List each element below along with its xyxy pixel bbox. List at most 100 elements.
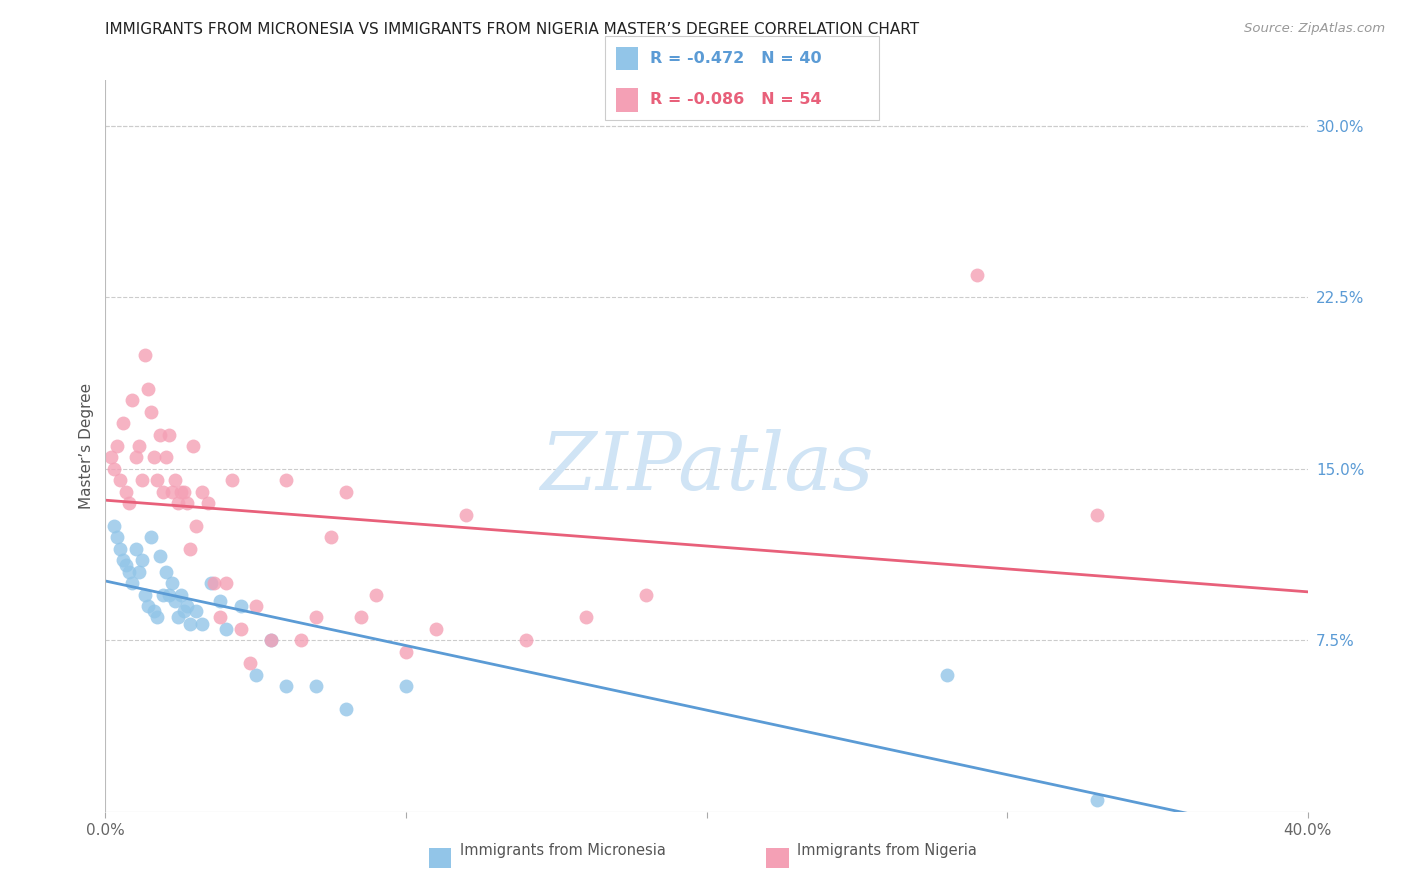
Point bbox=[190, 484, 212, 499]
Point bbox=[425, 622, 447, 636]
Point bbox=[515, 633, 537, 648]
Point bbox=[134, 588, 156, 602]
Point bbox=[454, 508, 477, 522]
Point bbox=[350, 610, 373, 624]
Point bbox=[155, 565, 177, 579]
Point bbox=[305, 679, 328, 693]
Point bbox=[136, 599, 159, 613]
Point bbox=[152, 588, 174, 602]
Point bbox=[260, 633, 283, 648]
Point bbox=[395, 679, 418, 693]
Point bbox=[173, 603, 195, 617]
Point bbox=[221, 473, 243, 487]
Point bbox=[121, 576, 143, 591]
Point bbox=[1085, 793, 1108, 807]
Point bbox=[145, 610, 167, 624]
Point bbox=[131, 553, 153, 567]
Point bbox=[936, 667, 959, 681]
Point bbox=[200, 576, 222, 591]
Point bbox=[335, 484, 357, 499]
Point bbox=[190, 617, 212, 632]
Point bbox=[181, 439, 204, 453]
Point bbox=[305, 610, 328, 624]
Point bbox=[260, 633, 283, 648]
Point bbox=[173, 484, 195, 499]
Point bbox=[103, 519, 125, 533]
Point bbox=[245, 599, 267, 613]
Point bbox=[214, 576, 236, 591]
Point bbox=[139, 530, 162, 544]
Point bbox=[395, 645, 418, 659]
Text: ZIPatlas: ZIPatlas bbox=[540, 429, 873, 507]
Point bbox=[107, 439, 129, 453]
Text: Source: ZipAtlas.com: Source: ZipAtlas.com bbox=[1244, 22, 1385, 36]
Point bbox=[142, 450, 165, 465]
Point bbox=[124, 541, 146, 556]
Point bbox=[208, 610, 231, 624]
Text: R = -0.086   N = 54: R = -0.086 N = 54 bbox=[650, 92, 821, 107]
Text: Immigrants from Nigeria: Immigrants from Nigeria bbox=[797, 844, 977, 858]
Point bbox=[118, 565, 141, 579]
Text: R = -0.472   N = 40: R = -0.472 N = 40 bbox=[650, 51, 821, 66]
Point bbox=[124, 450, 146, 465]
Point bbox=[290, 633, 312, 648]
Point bbox=[169, 588, 191, 602]
Point bbox=[208, 594, 231, 608]
Point bbox=[274, 473, 297, 487]
Point bbox=[179, 541, 201, 556]
Point bbox=[245, 667, 267, 681]
Point bbox=[274, 679, 297, 693]
Point bbox=[107, 530, 129, 544]
Point bbox=[166, 610, 188, 624]
Point bbox=[110, 541, 132, 556]
Point bbox=[636, 588, 658, 602]
Point bbox=[319, 530, 342, 544]
Point bbox=[169, 484, 191, 499]
Point bbox=[157, 427, 180, 442]
Point bbox=[103, 462, 125, 476]
Point bbox=[163, 594, 186, 608]
Point bbox=[139, 405, 162, 419]
Point bbox=[110, 473, 132, 487]
Point bbox=[214, 622, 236, 636]
Point bbox=[115, 558, 138, 572]
Point bbox=[364, 588, 387, 602]
Point bbox=[115, 484, 138, 499]
Point bbox=[118, 496, 141, 510]
Point bbox=[157, 588, 180, 602]
Point bbox=[239, 656, 262, 670]
Point bbox=[1085, 508, 1108, 522]
Point bbox=[136, 382, 159, 396]
Point bbox=[966, 268, 988, 282]
Point bbox=[184, 519, 207, 533]
Point bbox=[184, 603, 207, 617]
Text: Immigrants from Micronesia: Immigrants from Micronesia bbox=[460, 844, 665, 858]
Y-axis label: Master’s Degree: Master’s Degree bbox=[79, 383, 94, 509]
Point bbox=[176, 496, 198, 510]
Point bbox=[145, 473, 167, 487]
Point bbox=[202, 576, 225, 591]
Point bbox=[229, 622, 252, 636]
Point bbox=[100, 450, 122, 465]
Point bbox=[575, 610, 598, 624]
Point bbox=[197, 496, 219, 510]
Point bbox=[112, 553, 135, 567]
Point bbox=[163, 473, 186, 487]
Point bbox=[152, 484, 174, 499]
Point bbox=[121, 393, 143, 408]
Text: IMMIGRANTS FROM MICRONESIA VS IMMIGRANTS FROM NIGERIA MASTER’S DEGREE CORRELATIO: IMMIGRANTS FROM MICRONESIA VS IMMIGRANTS… bbox=[105, 22, 920, 37]
Point bbox=[160, 484, 183, 499]
Point bbox=[148, 427, 170, 442]
Point bbox=[134, 347, 156, 362]
Point bbox=[229, 599, 252, 613]
Point bbox=[142, 603, 165, 617]
Point bbox=[148, 549, 170, 563]
Point bbox=[176, 599, 198, 613]
Point bbox=[128, 565, 150, 579]
Point bbox=[166, 496, 188, 510]
Point bbox=[112, 416, 135, 430]
Point bbox=[160, 576, 183, 591]
Point bbox=[179, 617, 201, 632]
Point bbox=[128, 439, 150, 453]
Point bbox=[155, 450, 177, 465]
